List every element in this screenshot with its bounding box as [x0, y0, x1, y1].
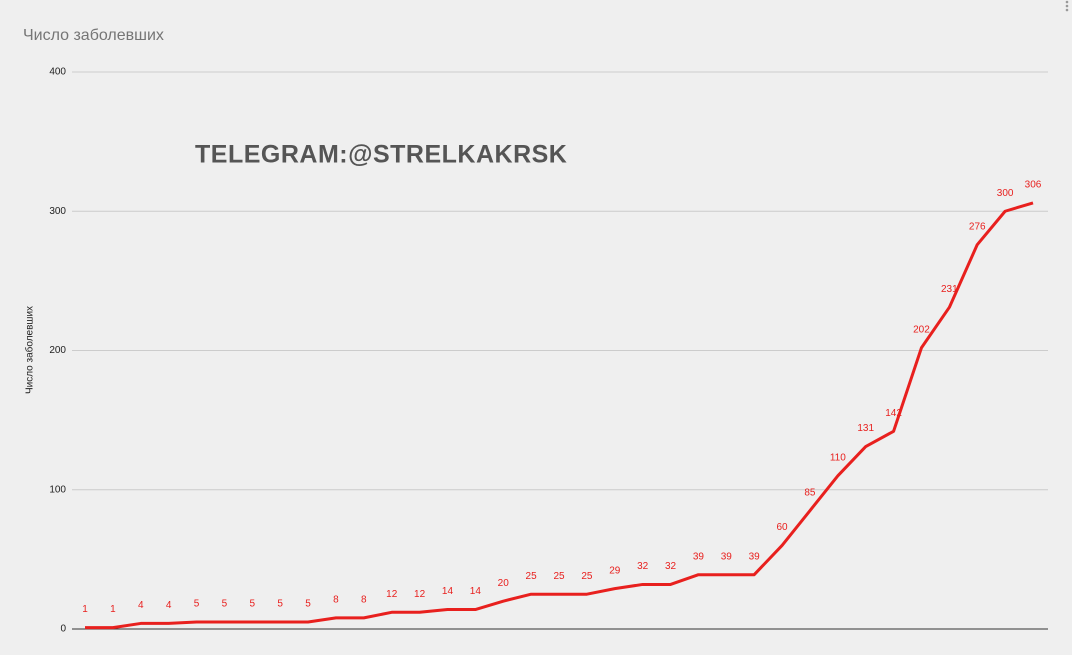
data-label: 60 — [776, 522, 788, 533]
annotation: TELEGRAM:@STRELKAKRSK — [195, 141, 567, 169]
data-label: 142 — [885, 408, 902, 419]
chart-title: Число заболевших — [23, 27, 164, 44]
data-label: 1 — [82, 604, 88, 615]
data-label: 5 — [305, 599, 311, 610]
data-label: 39 — [721, 551, 733, 562]
y-tick-label: 100 — [49, 484, 66, 495]
data-label: 276 — [969, 221, 986, 232]
data-label: 85 — [804, 487, 816, 498]
menu-icon[interactable] — [1065, 0, 1069, 12]
data-label: 32 — [665, 561, 677, 572]
y-tick-label: 0 — [60, 624, 66, 635]
data-label: 14 — [442, 586, 454, 597]
data-label: 20 — [498, 578, 510, 589]
data-label: 5 — [222, 599, 228, 610]
data-label: 25 — [553, 571, 565, 582]
line — [85, 201, 1034, 630]
data-label: 8 — [361, 595, 367, 606]
data-label: 8 — [333, 595, 339, 606]
data-label: 39 — [693, 551, 705, 562]
data-label: 39 — [749, 551, 761, 562]
y-axis-label: Число заболевших — [24, 306, 36, 394]
y-tick-label: 400 — [49, 67, 66, 78]
data-label: 4 — [166, 600, 172, 611]
data-label: 5 — [277, 599, 283, 610]
data-label: 131 — [857, 423, 874, 434]
data-label: 29 — [609, 565, 621, 576]
data-label: 4 — [138, 600, 144, 611]
data-label: 25 — [526, 571, 538, 582]
data-label: 12 — [386, 589, 398, 600]
data-label: 32 — [637, 561, 649, 572]
data-label: 110 — [830, 452, 846, 463]
data-label: 300 — [997, 188, 1014, 199]
data-label: 12 — [414, 589, 426, 600]
data-label: 231 — [941, 284, 958, 295]
data-label: 306 — [1025, 180, 1042, 191]
data-label: 1 — [110, 604, 116, 615]
data-label: 5 — [194, 599, 200, 610]
data-label: 25 — [581, 571, 593, 582]
y-tick-label: 300 — [49, 206, 66, 217]
data-label: 14 — [470, 586, 482, 597]
data-label: 202 — [913, 324, 930, 335]
y-tick-label: 200 — [49, 345, 66, 356]
data-label: 5 — [250, 599, 256, 610]
